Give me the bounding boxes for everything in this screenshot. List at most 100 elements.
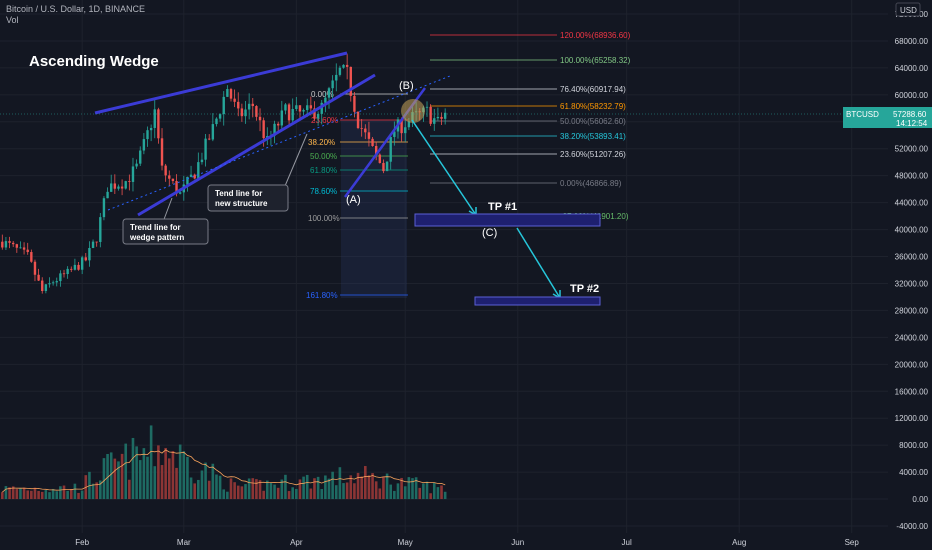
fib-retracement-label: 61.80%: [310, 166, 337, 175]
volume-bar: [182, 451, 186, 500]
volume-bar: [171, 451, 175, 500]
candle-body: [244, 109, 247, 117]
candle-body: [51, 282, 55, 284]
candle-body: [193, 174, 196, 179]
candle-body: [59, 273, 62, 282]
candle-body: [189, 174, 193, 177]
fib-extension-label: 76.40%(60917.94): [560, 85, 626, 94]
volume-bar: [48, 492, 51, 500]
volume-bar: [262, 490, 265, 500]
symbol-line[interactable]: Bitcoin / U.S. Dollar, 1D, BINANCE: [6, 4, 146, 14]
volume-bar: [443, 491, 447, 500]
candle-body: [110, 183, 113, 192]
volume-bar: [255, 479, 258, 500]
candle-body: [324, 97, 327, 103]
candle-body: [273, 123, 276, 136]
wedge-upper-trendline[interactable]: [94, 51, 348, 115]
candle-body: [382, 162, 385, 172]
projection-arrow-1: [411, 119, 477, 216]
volume-bar: [400, 477, 403, 500]
volume-bar: [215, 474, 218, 500]
volume-bar: [62, 485, 66, 500]
volume-bar: [385, 473, 389, 500]
candle-body: [320, 102, 323, 114]
price-scale[interactable]: 72000.0068000.0064000.0060000.0056000.00…: [843, 0, 932, 550]
price-tick-label: 52000.00: [895, 145, 929, 154]
volume-bar: [120, 453, 124, 500]
volume-bar: [102, 458, 106, 500]
candle-body: [1, 241, 4, 248]
volume-bar: [95, 482, 98, 500]
candle-body: [84, 257, 87, 261]
time-scale[interactable]: Feb Mar Apr May Jun Jul Aug Sep: [75, 538, 859, 547]
volume-bar: [309, 488, 313, 500]
candle-body: [11, 242, 15, 245]
candle-body: [287, 104, 291, 121]
volume-bar: [269, 482, 273, 500]
volume-bar: [349, 475, 353, 500]
candle-body: [4, 241, 8, 248]
candle-body: [120, 186, 124, 189]
volume-bar: [128, 479, 131, 500]
currency-box[interactable]: [895, 2, 921, 17]
volume-bar: [55, 491, 59, 500]
candle-body: [128, 181, 131, 182]
candle-body: [66, 268, 69, 275]
volume-bar: [113, 458, 117, 500]
candle-body: [302, 110, 305, 112]
callout-wedge-pointer: [162, 197, 173, 223]
candle-body: [284, 104, 287, 111]
volume-bar: [418, 487, 422, 500]
candle-body: [208, 138, 211, 140]
callout-structure-pointer: [284, 133, 308, 187]
volume-bar: [414, 477, 418, 500]
wave-label-a: (A): [346, 194, 361, 206]
candle-body: [48, 283, 51, 285]
volume-bar: [211, 463, 215, 500]
volume-bar: [37, 490, 40, 500]
candle-body: [168, 175, 171, 179]
fib-retracement-label: 0.00%: [311, 90, 334, 99]
candle-body: [164, 165, 167, 176]
candle-body: [306, 105, 309, 111]
wedge-lower-trendline[interactable]: [137, 73, 376, 217]
candle-body: [389, 136, 392, 162]
volume-bar: [135, 446, 138, 500]
candle-body: [280, 110, 284, 126]
volume-bar: [124, 443, 128, 500]
candle-body: [80, 257, 84, 270]
candle-body: [77, 264, 80, 270]
candle-body: [160, 138, 164, 166]
wave-label-b: (B): [399, 80, 414, 92]
candle-body: [102, 198, 106, 218]
tp2-target-box[interactable]: [474, 296, 601, 306]
volume-bar: [153, 466, 157, 500]
volume-bar: [429, 493, 432, 500]
tp1-target-box[interactable]: [414, 213, 601, 227]
time-tick-label: Jul: [622, 538, 632, 547]
candle-body: [291, 109, 294, 121]
candle-body: [255, 106, 258, 117]
candle-body: [247, 103, 251, 110]
volume-bar: [77, 492, 80, 500]
price-tick-label: 64000.00: [895, 64, 929, 73]
volume-bar: [229, 478, 233, 500]
candle-body: [349, 66, 352, 96]
candle-body: [135, 163, 138, 167]
price-tick-label: 0.00: [912, 495, 928, 504]
candle-body: [229, 89, 233, 99]
volume-bar: [284, 474, 287, 500]
volume-bar: [324, 475, 327, 500]
volume-legend[interactable]: Vol: [6, 15, 19, 25]
volume-bar: [186, 456, 189, 500]
price-tick-label: 60000.00: [895, 91, 929, 100]
volume-bar: [440, 485, 443, 500]
price-scale-background: [888, 0, 932, 550]
volume-bar: [403, 486, 407, 500]
volume-bar: [19, 488, 22, 500]
fib-retracement-zone: [341, 120, 407, 298]
fib-extension-label: 0.00%(46866.89): [560, 179, 622, 188]
volume-bar: [178, 444, 182, 500]
price-tick-label: 48000.00: [895, 172, 929, 181]
